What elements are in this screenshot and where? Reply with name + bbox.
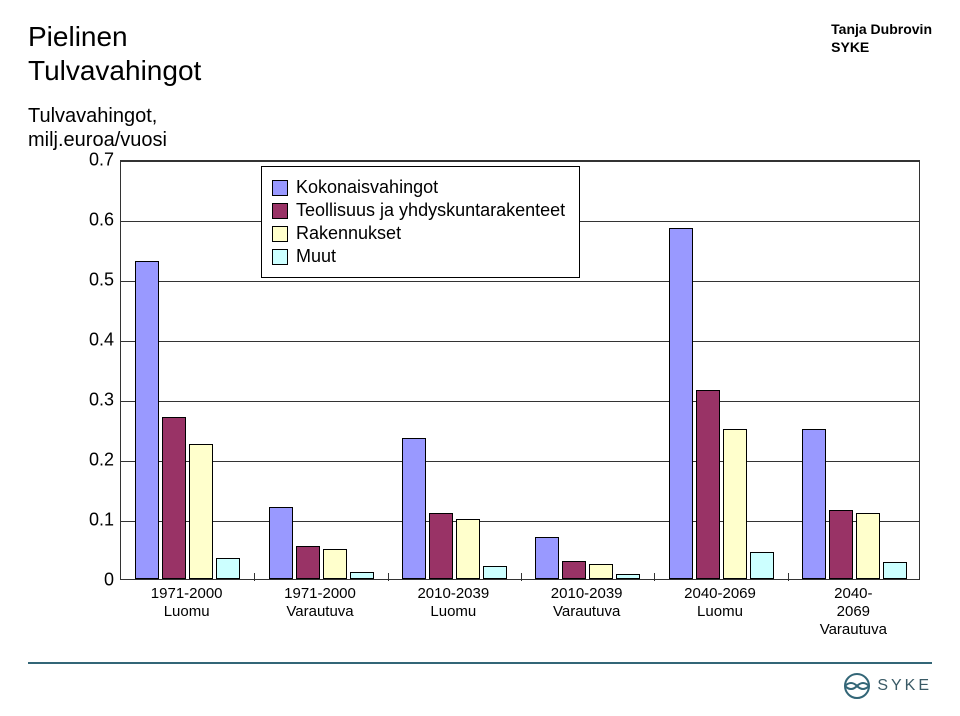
legend-swatch [272, 203, 288, 219]
title-line-1: Pielinen [28, 20, 201, 54]
footer-brand-text: SYKE [877, 677, 932, 695]
bar-kokonais [269, 507, 293, 579]
y-axis-label: Tulvavahingot, milj.euroa/vuosi [28, 104, 167, 152]
y-tick-label: 0.2 [80, 450, 114, 471]
grid-line [121, 401, 919, 402]
bar-muut [350, 572, 374, 579]
bar-kokonais [135, 261, 159, 579]
x-tick-label: 2010-2039Varautuva [551, 585, 623, 621]
y-tick-label: 0.5 [80, 270, 114, 291]
bar-muut [616, 574, 640, 579]
y-axis-label-line-1: Tulvavahingot, [28, 104, 167, 128]
y-tick-label: 0.7 [80, 150, 114, 171]
y-tick-label: 0.1 [80, 510, 114, 531]
legend-swatch [272, 249, 288, 265]
grid-line [121, 281, 919, 282]
legend-swatch [272, 180, 288, 196]
x-tick-label: 1971-2000Luomu [151, 585, 223, 621]
chart: KokonaisvahingotTeollisuus ja yhdyskunta… [80, 160, 920, 600]
bar-teollisuus [162, 417, 186, 579]
bar-teollisuus [562, 561, 586, 579]
x-tick-label: 2040-2069Varautuva [820, 585, 887, 639]
grid-line [121, 161, 919, 162]
plot-area: KokonaisvahingotTeollisuus ja yhdyskunta… [120, 160, 920, 580]
y-tick-label: 0 [80, 570, 114, 591]
x-tick-label: 2010-2039Luomu [417, 585, 489, 621]
category-tick [788, 573, 789, 581]
y-tick-label: 0.3 [80, 390, 114, 411]
legend-item: Muut [272, 246, 565, 267]
category-tick [254, 573, 255, 581]
grid-line [121, 341, 919, 342]
bar-rakennukset [589, 564, 613, 579]
category-tick [388, 573, 389, 581]
y-tick-label: 0.4 [80, 330, 114, 351]
legend-label: Kokonaisvahingot [296, 177, 438, 198]
legend-label: Teollisuus ja yhdyskuntarakenteet [296, 200, 565, 221]
legend-label: Rakennukset [296, 223, 401, 244]
bar-muut [883, 562, 907, 579]
title-line-2: Tulvavahingot [28, 54, 201, 88]
grid-line [121, 461, 919, 462]
legend-item: Teollisuus ja yhdyskuntarakenteet [272, 200, 565, 221]
y-tick-label: 0.6 [80, 210, 114, 231]
category-tick [654, 573, 655, 581]
author-block: Tanja Dubrovin SYKE [831, 20, 932, 56]
bar-teollisuus [696, 390, 720, 579]
x-tick-label: 1971-2000Varautuva [284, 585, 356, 621]
bar-rakennukset [323, 549, 347, 579]
footer-rule [28, 662, 932, 664]
category-tick [521, 573, 522, 581]
bar-muut [216, 558, 240, 579]
slide-title: Pielinen Tulvavahingot [28, 20, 201, 87]
legend-item: Rakennukset [272, 223, 565, 244]
bar-teollisuus [429, 513, 453, 579]
bar-kokonais [669, 228, 693, 579]
bar-kokonais [535, 537, 559, 579]
bar-muut [750, 552, 774, 579]
bar-kokonais [402, 438, 426, 579]
x-tick-label: 2040-2069Luomu [684, 585, 756, 621]
globe-icon [843, 672, 871, 700]
bar-rakennukset [189, 444, 213, 579]
legend-label: Muut [296, 246, 336, 267]
bar-rakennukset [856, 513, 880, 579]
legend-swatch [272, 226, 288, 242]
author-org: SYKE [831, 38, 932, 56]
bar-rakennukset [723, 429, 747, 579]
bar-teollisuus [296, 546, 320, 579]
bar-teollisuus [829, 510, 853, 579]
bar-kokonais [802, 429, 826, 579]
author-name: Tanja Dubrovin [831, 20, 932, 38]
bar-muut [483, 566, 507, 579]
legend-item: Kokonaisvahingot [272, 177, 565, 198]
grid-line [121, 521, 919, 522]
footer-logo: SYKE [843, 672, 932, 700]
y-axis-label-line-2: milj.euroa/vuosi [28, 128, 167, 152]
bar-rakennukset [456, 519, 480, 579]
legend: KokonaisvahingotTeollisuus ja yhdyskunta… [261, 166, 580, 278]
